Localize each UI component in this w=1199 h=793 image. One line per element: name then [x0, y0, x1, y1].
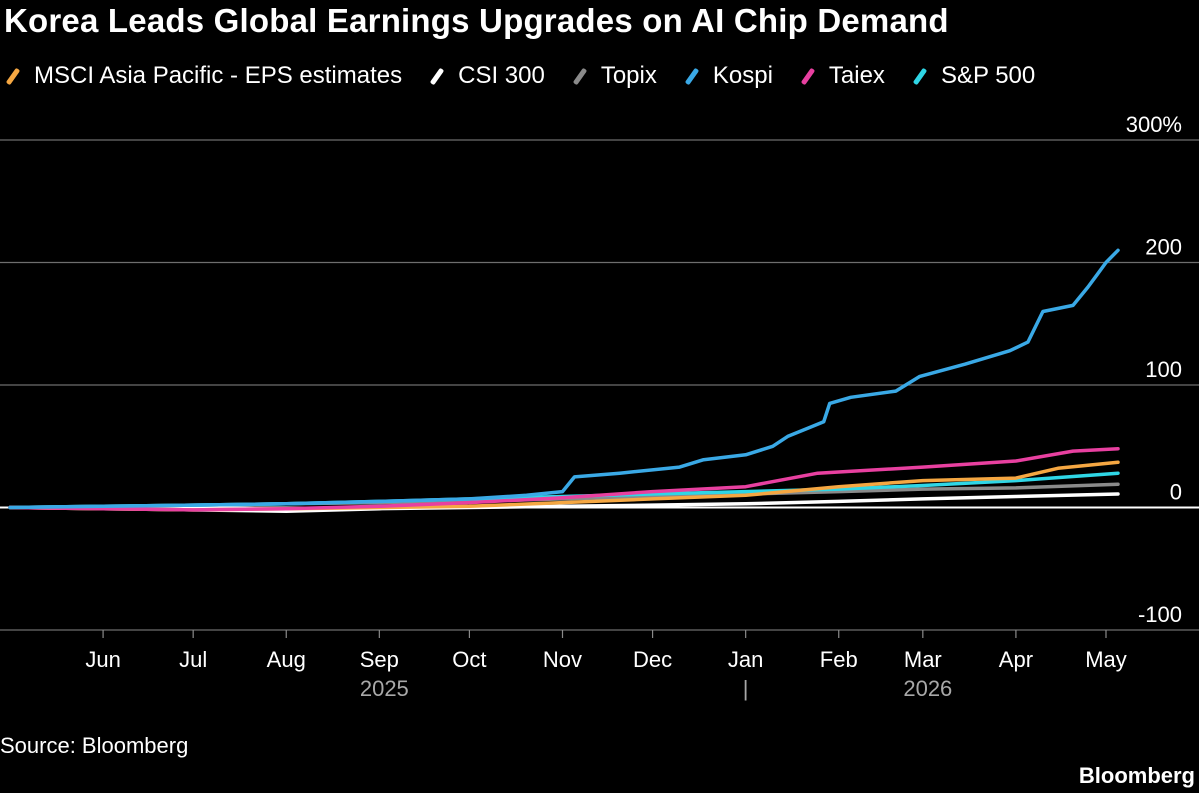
x-tick-label: Feb: [820, 647, 858, 672]
x-tick-label: Jan: [728, 647, 763, 672]
x-tick-label: Jul: [179, 647, 207, 672]
legend-label-taiex: Taiex: [828, 62, 885, 89]
year-label: 2025: [360, 676, 409, 701]
series-line-taiex: [8, 446, 1120, 512]
x-tick-label: Dec: [633, 647, 672, 672]
legend-label-sp500: S&P 500: [940, 62, 1036, 89]
brand-logo: Bloomberg: [1078, 763, 1195, 788]
y-tick-label: 0: [1170, 480, 1182, 505]
legend-item-kospi: Kospi: [683, 62, 773, 90]
legend-item-topix: Topix: [571, 62, 657, 90]
series-line-msci: [8, 460, 1120, 512]
x-tick-label: Oct: [452, 647, 486, 672]
y-tick-label: -100: [1138, 602, 1182, 627]
chart-title: Korea Leads Global Earnings Upgrades on …: [4, 2, 949, 39]
year-label: |: [743, 676, 749, 701]
year-label: 2026: [903, 676, 952, 701]
x-tick-label: Mar: [904, 647, 942, 672]
legend-item-csi300: CSI 300: [428, 62, 545, 90]
legend: MSCI Asia Pacific - EPS estimates CSI 30…: [4, 60, 1061, 92]
y-tick-label: 300%: [1126, 112, 1182, 137]
source-note: Source: Bloomberg: [0, 733, 189, 758]
legend-label-csi300: CSI 300: [458, 62, 545, 89]
legend-label-msci: MSCI Asia Pacific - EPS estimates: [34, 62, 403, 89]
legend-item-taiex: Taiex: [799, 62, 885, 90]
legend-label-topix: Topix: [600, 62, 657, 89]
x-tick-label: Aug: [267, 647, 306, 672]
y-tick-label: 200: [1145, 235, 1182, 260]
x-tick-label: Apr: [999, 647, 1033, 672]
x-tick-label: Sep: [360, 647, 399, 672]
x-tick-label: Jun: [85, 647, 120, 672]
x-tick-label: Nov: [543, 647, 582, 672]
x-tick-label: May: [1085, 647, 1127, 672]
y-tick-label: 100: [1145, 357, 1182, 382]
series-line-kospi: [8, 248, 1120, 510]
legend-item-sp500: S&P 500: [911, 62, 1035, 90]
legend-label-kospi: Kospi: [712, 62, 773, 89]
legend-item-msci: MSCI Asia Pacific - EPS estimates: [4, 62, 402, 90]
